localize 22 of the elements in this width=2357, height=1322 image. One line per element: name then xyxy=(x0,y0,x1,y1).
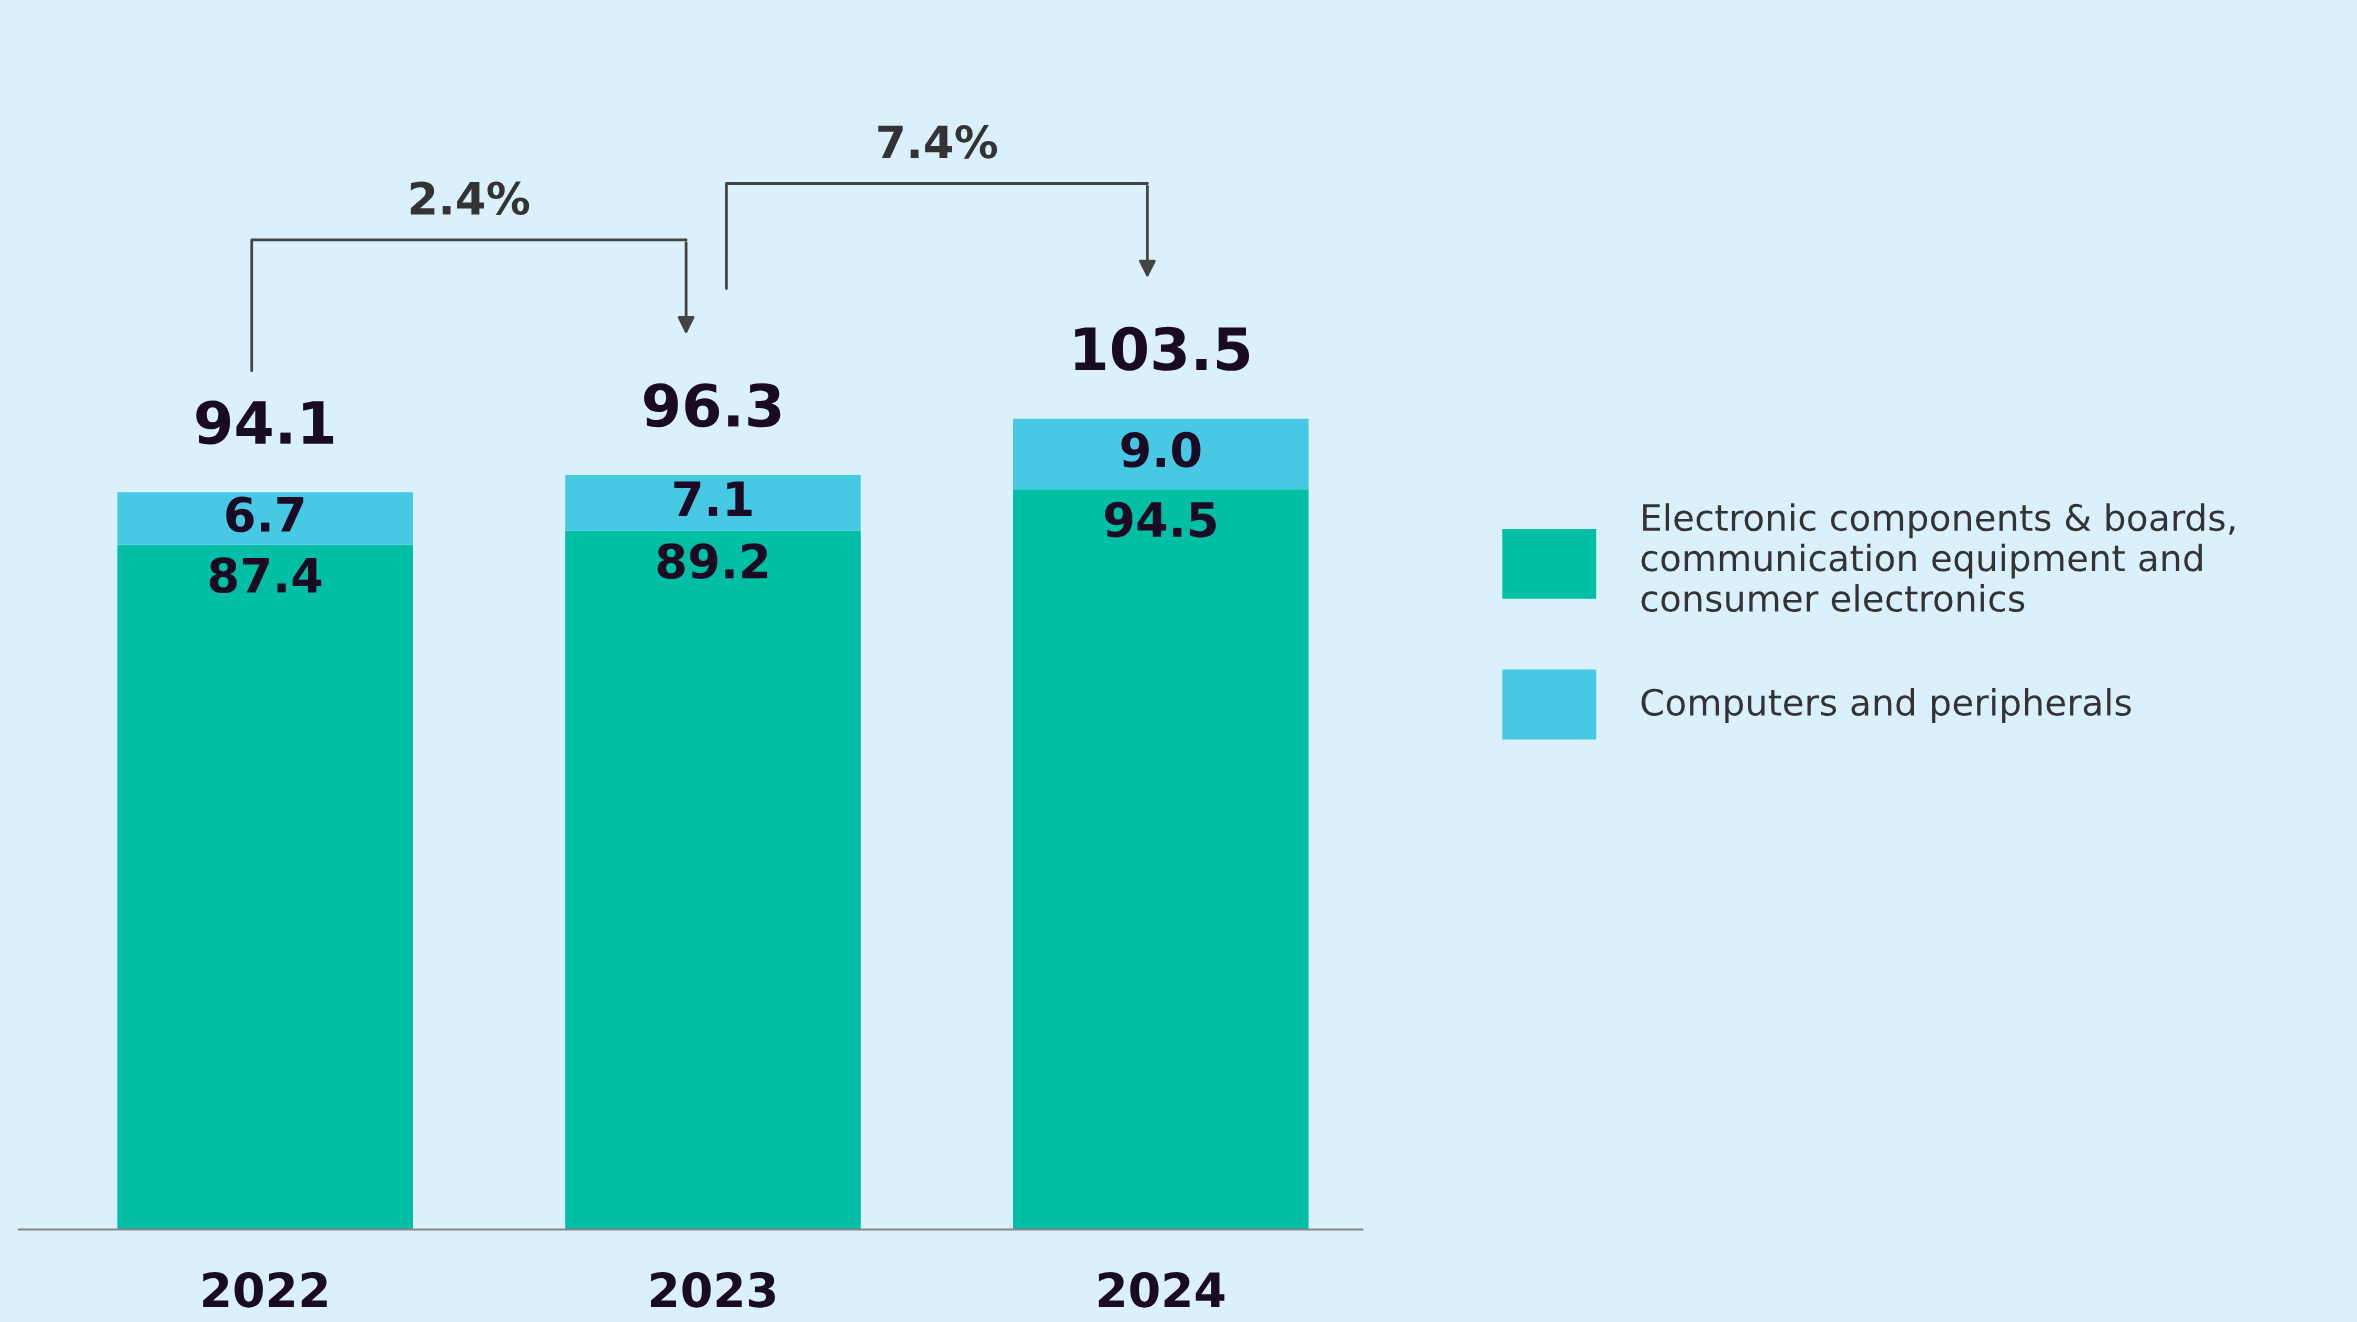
legend-label: Electronic components & boards, communication equipment and consumer electronics xyxy=(1641,503,2235,613)
bar xyxy=(117,492,413,545)
bar xyxy=(117,544,413,1230)
data-label: 87.4 xyxy=(209,557,322,594)
total-label: 96.3 xyxy=(644,383,781,428)
x-tick-label: 2023 xyxy=(651,1271,775,1308)
x-tick-label: 2024 xyxy=(1098,1271,1225,1308)
text: 2.4% xyxy=(410,181,530,216)
bar xyxy=(1013,489,1309,1230)
bar xyxy=(565,475,861,531)
data-label: 89.2 xyxy=(657,543,768,579)
data-label: 6.7 xyxy=(226,496,304,533)
total-label: 94.1 xyxy=(196,400,334,445)
data-label: 9.0 xyxy=(1121,431,1201,468)
bar xyxy=(565,530,861,1230)
x-tick-label: 2022 xyxy=(203,1271,327,1308)
text: 7.4% xyxy=(878,125,998,159)
data-label: 94.5 xyxy=(1105,501,1216,538)
bar xyxy=(1013,418,1309,490)
total-label: 103.5 xyxy=(1075,326,1250,371)
legend-label: Computers and peripherals xyxy=(1641,688,2131,723)
data-label: 7.1 xyxy=(674,481,752,516)
